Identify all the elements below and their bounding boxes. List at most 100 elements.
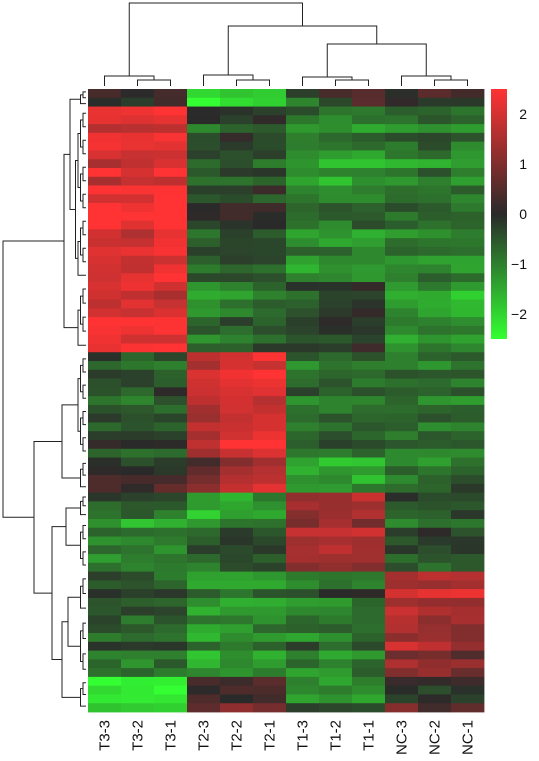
heatmap-cell [352, 562, 386, 572]
heatmap-cell [187, 633, 221, 643]
heatmap-cell [220, 650, 254, 660]
heatmap-cell [319, 527, 353, 537]
heatmap-cell [319, 562, 353, 572]
heatmap-cell [220, 589, 254, 599]
heatmap-cell [88, 185, 122, 195]
heatmap-cell [319, 633, 353, 643]
heatmap-cell [385, 238, 419, 248]
heatmap-cell [451, 361, 485, 371]
heatmap-cell [352, 448, 386, 458]
heatmap-cell [319, 159, 353, 169]
heatmap-cell [352, 396, 386, 406]
heatmap-cell [220, 352, 254, 362]
heatmap-cell [451, 633, 485, 643]
heatmap-cell [121, 413, 155, 423]
heatmap-cell [187, 194, 221, 204]
heatmap-cell [121, 431, 155, 441]
dendrogram-branch [335, 79, 369, 86]
heatmap-cell [187, 229, 221, 239]
heatmap-cell [418, 483, 452, 494]
heatmap-cell [253, 694, 287, 704]
heatmap-cell [319, 545, 353, 555]
heatmap-cell [418, 159, 452, 169]
heatmap-cell [451, 317, 485, 327]
heatmap-cell [220, 290, 254, 300]
heatmap-cell [385, 685, 419, 695]
color-key-bar [491, 89, 507, 339]
heatmap-cell [451, 668, 485, 678]
heatmap-cell [418, 431, 452, 441]
heatmap-cell [319, 115, 353, 125]
heatmap-cell [319, 422, 353, 432]
heatmap-cell [385, 597, 419, 608]
heatmap-cell [154, 132, 188, 143]
heatmap-cell [418, 641, 452, 651]
heatmap-cell [121, 501, 155, 511]
heatmap-cell [451, 545, 485, 555]
heatmap-cell [88, 501, 122, 511]
heatmap-cell [253, 396, 287, 406]
heatmap-cell [286, 343, 320, 353]
heatmap-cell [220, 106, 254, 116]
heatmap-cell [187, 308, 221, 318]
heatmap-cell [451, 492, 485, 502]
heatmap-cell [418, 536, 452, 546]
heatmap-cell [121, 97, 155, 107]
heatmap-cell [121, 325, 155, 336]
heatmap-cell [154, 475, 188, 485]
heatmap-cell [286, 466, 320, 476]
heatmap-cell [253, 343, 287, 353]
heatmap-cell [451, 387, 485, 397]
heatmap-cell [220, 448, 254, 458]
heatmap-cell [88, 264, 122, 274]
heatmap-cell [451, 606, 485, 616]
heatmap-cell [187, 554, 221, 564]
heatmap-cell [385, 431, 419, 441]
heatmap-cell [253, 211, 287, 222]
heatmap-cell [319, 343, 353, 353]
heatmap-cell [418, 194, 452, 204]
heatmap-cell [385, 185, 419, 195]
heatmap-cell [88, 176, 122, 186]
heatmap-cell [121, 404, 155, 415]
heatmap-cell [121, 562, 155, 572]
heatmap-cell [451, 510, 485, 520]
heatmap-cell [352, 545, 386, 555]
heatmap-cell [154, 413, 188, 423]
heatmap-cell [187, 124, 221, 134]
heatmap-cell [385, 334, 419, 344]
heatmap-cell [220, 238, 254, 248]
heatmap-cell [319, 492, 353, 502]
heatmap-cell [319, 361, 353, 371]
heatmap-cell [88, 229, 122, 239]
heatmap-cell [220, 387, 254, 397]
heatmap-cell [286, 448, 320, 458]
heatmap-cell [319, 124, 353, 134]
heatmap-cell [253, 106, 287, 116]
dendrogram-branch [82, 316, 86, 332]
heatmap-cell [319, 439, 353, 450]
heatmap-cell [385, 466, 419, 476]
heatmap-cell [451, 325, 485, 336]
heatmap-cell [352, 361, 386, 371]
heatmap-cell [451, 282, 485, 292]
heatmap-cell [451, 518, 485, 529]
heatmap-cell [121, 466, 155, 476]
heatmap-cell [352, 334, 386, 344]
heatmap-cell [220, 413, 254, 423]
heatmap-cell [352, 159, 386, 169]
heatmap-cell [220, 132, 254, 143]
heatmap-cell [451, 352, 485, 362]
heatmap-cell [121, 203, 155, 213]
heatmap-cell [154, 431, 188, 441]
heatmap-cell [451, 615, 485, 625]
heatmap-cell [121, 255, 155, 265]
heatmap-cell [187, 89, 221, 99]
heatmap-cell [154, 597, 188, 608]
heatmap-cell [451, 448, 485, 458]
heatmap-cell [418, 220, 452, 230]
dendrogram-branch [82, 384, 86, 399]
heatmap-cell [154, 238, 188, 248]
heatmap-cell [88, 554, 122, 564]
heatmap-cell [88, 211, 122, 222]
